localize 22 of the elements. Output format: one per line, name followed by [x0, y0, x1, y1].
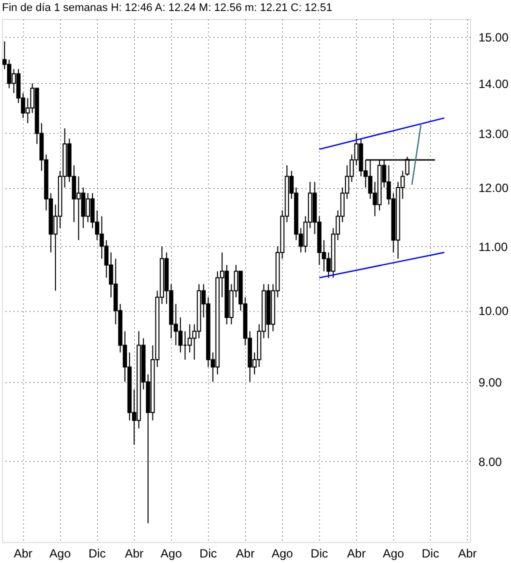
y-tick-label: 10.00	[478, 304, 509, 318]
y-tick-label: 15.00	[478, 30, 509, 44]
x-tick-label: Ago	[160, 546, 182, 560]
y-tick-label: 14.00	[478, 76, 509, 91]
x-tick-label: Abr	[236, 546, 255, 560]
x-tick-label: Ago	[49, 546, 72, 560]
x-tick-label: Dic	[422, 546, 440, 560]
x-tick-label: Abr	[14, 546, 32, 560]
y-tick-label: 13.00	[478, 126, 509, 141]
x-tick-label: Abr	[124, 546, 144, 560]
x-tick-label: Dic	[88, 546, 106, 560]
y-tick-label: 11.00	[478, 240, 508, 254]
y-tick-label: 8.00	[478, 454, 502, 469]
y-tick-label: 12.00	[478, 181, 509, 196]
x-tick-label: Ago	[272, 546, 294, 560]
x-tick-label: Ago	[382, 546, 404, 560]
y-tick-label: 9.00	[478, 375, 502, 390]
x-tick-label: Abr	[347, 546, 366, 560]
x-tick-label: Dic	[200, 546, 217, 560]
x-tick-label: Dic	[310, 546, 328, 560]
x-tick-label: Abr	[458, 546, 477, 560]
chart-title: Fin de día 1 semanas H: 12:46 A: 12.24 M: 12.56 m: 12.21 C: 12.51	[2, 2, 332, 14]
